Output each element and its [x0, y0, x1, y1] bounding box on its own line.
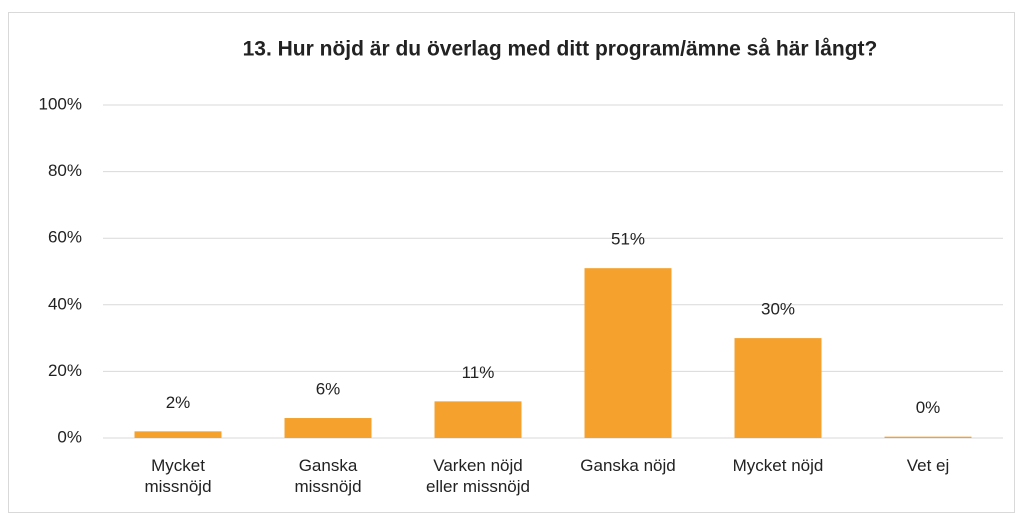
x-tick-label: Mycket nöjd: [732, 456, 824, 475]
bar: [734, 338, 822, 438]
y-tick-label: 60%: [48, 228, 82, 247]
bar: [434, 401, 522, 438]
chart-title: 13. Hur nöjd är du överlag med ditt prog…: [243, 38, 878, 61]
x-tick-label: Mycket missnöjd: [144, 456, 212, 496]
x-tick-label: Varken nöjd eller missnöjd: [426, 456, 530, 496]
x-tick-label: Vet ej: [906, 456, 950, 475]
y-tick-label: 80%: [48, 161, 82, 180]
data-label: 0%: [916, 398, 941, 417]
x-tick-label: Ganska nöjd: [580, 456, 676, 475]
y-tick-label: 0%: [57, 427, 82, 446]
data-label: 30%: [761, 300, 795, 319]
bar: [134, 431, 222, 438]
y-tick-label: 20%: [48, 361, 82, 380]
bar: [884, 436, 972, 438]
data-label: 51%: [611, 230, 645, 249]
bar: [584, 268, 672, 438]
bar: [284, 418, 372, 438]
x-tick-label: Ganska missnöjd: [294, 456, 362, 496]
data-label: 2%: [166, 393, 191, 412]
data-label: 6%: [316, 380, 341, 399]
y-tick-label: 100%: [39, 94, 82, 113]
y-tick-label: 40%: [48, 294, 82, 313]
data-label: 11%: [462, 363, 495, 382]
